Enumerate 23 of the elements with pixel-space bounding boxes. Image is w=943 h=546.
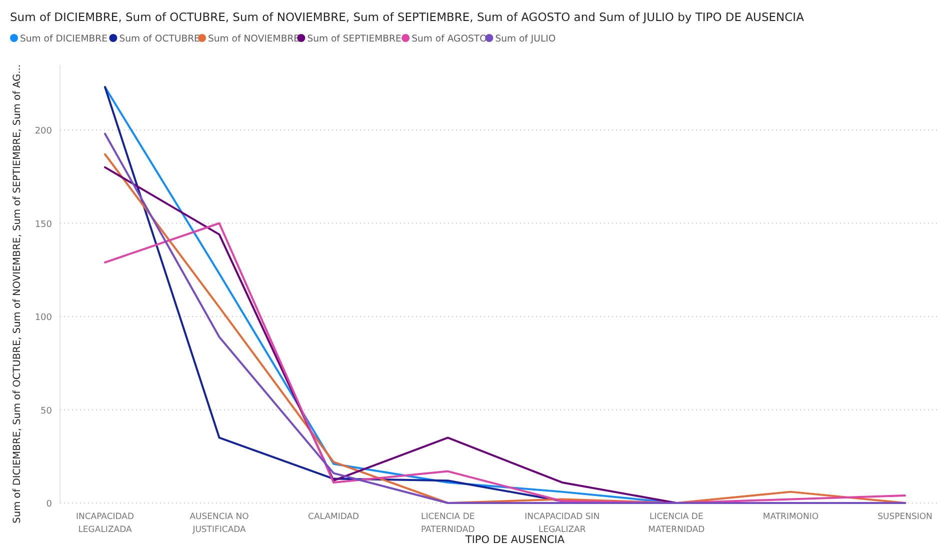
x-tick-label: INCAPACIDAD LEGALIZADA bbox=[76, 512, 134, 535]
y-tick-label: 100 bbox=[34, 313, 52, 323]
y-tick-label: 50 bbox=[40, 406, 52, 416]
x-axis-title: TIPO DE AUSENCIA bbox=[464, 534, 566, 546]
legend-label: Sum of JULIO bbox=[495, 34, 556, 44]
x-tick-label: MATRIMONIO bbox=[762, 512, 819, 522]
chart-title: Sum of DICIEMBRE, Sum of OCTUBRE, Sum of NOVIEMBRE, Sum of SEPTIEMBRE, Sum of AGOSTO and Sum of JULIO by TIPO DE AUSENCIA bbox=[10, 10, 804, 24]
legend-label: Sum of OCTUBRE bbox=[119, 34, 200, 44]
x-tick-label: CALAMIDAD bbox=[308, 512, 360, 522]
y-tick-label: 0 bbox=[46, 500, 52, 510]
x-tick-label: SUSPENSION bbox=[878, 512, 932, 522]
legend-label: Sum of SEPTIEMBRE bbox=[307, 34, 402, 44]
x-tick-label: INCAPACIDAD SIN LEGALIZAR bbox=[524, 512, 600, 535]
x-tick-label: AUSENCIA NO JUSTIFICADA bbox=[190, 512, 250, 535]
y-tick-label: 200 bbox=[34, 126, 52, 136]
legend-label: Sum of DICIEMBRE bbox=[20, 34, 108, 44]
line-series bbox=[104, 222, 906, 504]
y-tick-label: 150 bbox=[34, 220, 52, 230]
y-axis-title: Sum of DICIEMBRE, Sum of OCTUBRE, Sum of NOVIEMBRE, Sum of SEPTIEMBRE, Sum of AG... bbox=[12, 64, 23, 524]
x-tick-label: LICENCIA DE MATERNIDAD bbox=[648, 512, 706, 535]
legend-label: Sum of AGOSTO bbox=[412, 34, 487, 44]
legend-label: Sum of NOVIEMBRE bbox=[208, 34, 300, 44]
x-tick-label: LICENCIA DE PATERNIDAD bbox=[420, 512, 476, 535]
